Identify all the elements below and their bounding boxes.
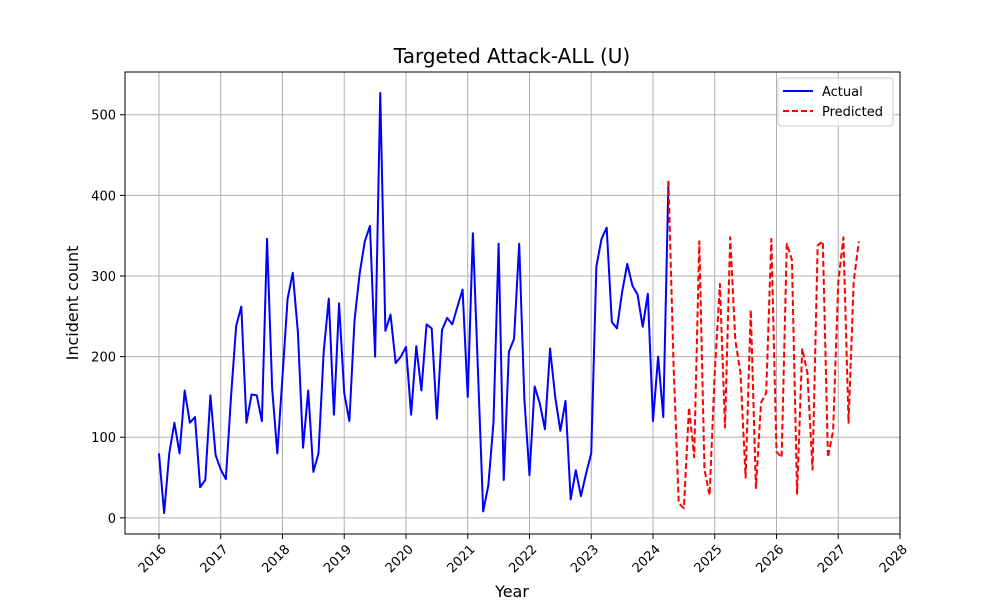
y-axis: 0 100 200 300 400 500 xyxy=(91,109,125,527)
plot-frame xyxy=(124,71,901,535)
y-tick-label: 200 xyxy=(91,351,116,366)
y-tick-label: 100 xyxy=(91,431,116,446)
y-axis-label: Incident count xyxy=(63,246,82,361)
series-line-actual xyxy=(157,91,670,515)
y-tick-label: 400 xyxy=(91,189,116,204)
grid-lines xyxy=(125,72,901,534)
y-tick-label: 300 xyxy=(91,270,116,285)
chart-title: Targeted Attack-ALL (U) xyxy=(393,44,630,68)
legend-label-predicted: Predicted xyxy=(822,105,883,120)
legend-label-actual: Actual xyxy=(822,85,863,100)
series-layer xyxy=(157,91,860,515)
y-tick-label: 0 xyxy=(108,512,116,527)
y-tick-label: 500 xyxy=(91,109,116,124)
legend: Actual Predicted xyxy=(777,77,894,127)
x-axis-label: Year xyxy=(494,582,529,600)
